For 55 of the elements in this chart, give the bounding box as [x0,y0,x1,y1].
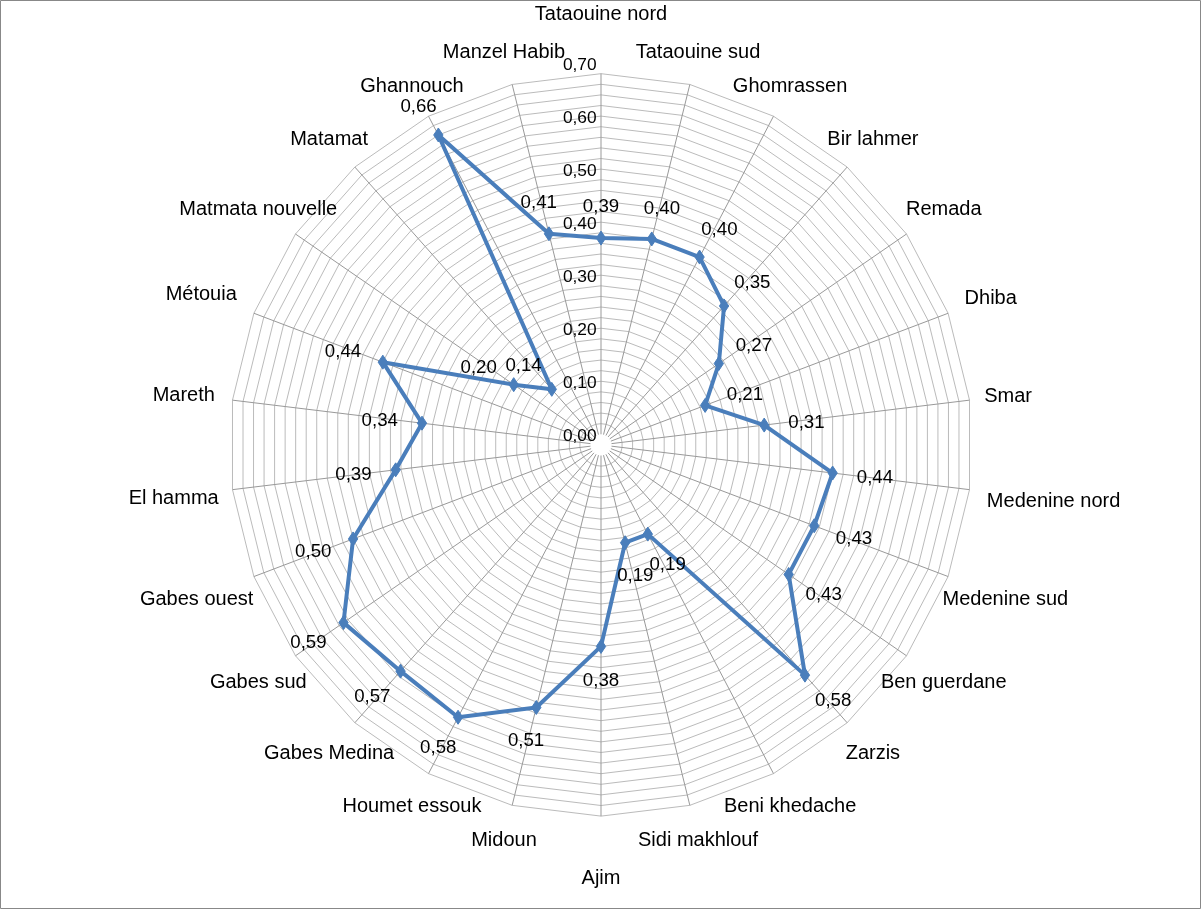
spoke-label: Matmata nouvelle [179,197,338,220]
y-tick-label: 0,30 [562,265,597,286]
data-label: 0,35 [734,270,771,292]
spoke-label: Beni khedache [723,794,857,817]
y-tick-label: 0,50 [562,159,597,180]
y-tick-label: 0,20 [562,318,597,339]
data-label: 0,34 [361,408,398,430]
data-label: 0,39 [335,463,372,485]
spoke-label: Smar [984,384,1033,407]
spoke-label: Ajim [581,866,621,889]
spoke-label: Tataouine sud [635,40,761,63]
data-label: 0,41 [520,191,557,213]
data-label: 0,44 [324,340,362,362]
data-label: 0,40 [643,196,681,218]
data-label: 0,39 [582,194,620,216]
data-label: 0,58 [420,735,457,757]
data-label: 0,50 [295,540,332,562]
spoke-label: Ben guerdane [880,670,1007,693]
data-label: 0,31 [788,410,825,432]
data-label: 0,43 [805,582,842,604]
data-label: 0,66 [400,95,437,117]
y-tick-label: 0,10 [562,371,597,392]
data-label: 0,59 [290,630,327,652]
spoke-label: Sidi makhlouf [637,827,759,850]
spoke-label: Ghannouch [360,73,464,96]
data-label: 0,40 [701,217,738,239]
spoke-label: Midoun [471,827,537,850]
spoke-label: Medenine sud [942,587,1069,610]
data-label: 0,21 [726,383,764,405]
data-label: 0,51 [507,728,545,750]
spoke-label: Mareth [152,383,215,406]
y-tick-label: 0,00 [562,424,597,445]
y-tick-label: 0,60 [562,106,597,127]
data-label: 0,44 [856,466,894,488]
data-label: 0,27 [735,334,773,356]
spoke-label: Ghomrassen [732,73,848,96]
data-label: 0,57 [354,685,391,707]
spoke-label: Zarzis [845,740,901,763]
spoke-label: Matamat [290,127,369,149]
spoke-label: Dhiba [964,286,1018,309]
spoke-label: Medenine nord [986,488,1121,511]
spoke-label: Tataouine nord [534,1,668,24]
data-label: 0,38 [582,668,620,690]
data-label: 0,43 [835,526,873,548]
spoke-label: Métouia [165,282,238,305]
spoke-label: El hamma [128,485,220,508]
data-label: 0,20 [460,355,497,377]
data-label: 0,58 [815,689,852,711]
data-label: 0,14 [505,354,542,376]
spoke-label: Gabes ouest [139,587,254,610]
spoke-label: Houmet essouk [342,794,483,817]
spoke-label: Gabes sud [209,670,307,693]
spoke-label: Gabes Medina [264,740,396,763]
spoke-label: Remada [905,197,983,220]
spoke-label: Bir lahmer [827,127,919,149]
